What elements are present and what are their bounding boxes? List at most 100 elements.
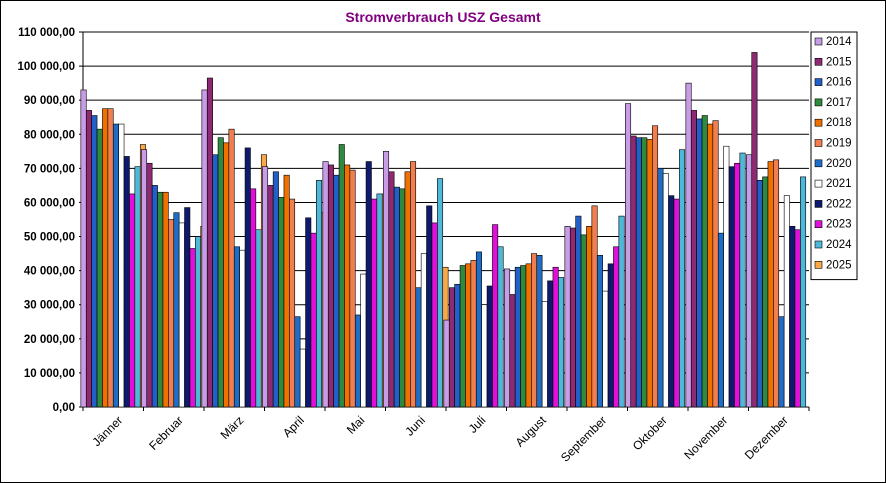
bar xyxy=(734,162,741,408)
bar xyxy=(679,149,686,408)
bar xyxy=(443,319,450,408)
y-tick-label: 100 000,00 xyxy=(17,61,75,73)
bar xyxy=(333,174,340,408)
bar xyxy=(481,304,488,408)
bar xyxy=(112,123,119,408)
bar xyxy=(316,180,323,408)
x-tick-label: Dezember xyxy=(742,413,791,462)
y-tick-label: 50 000,00 xyxy=(24,232,75,244)
bar xyxy=(690,110,697,408)
bar xyxy=(525,263,532,408)
bar xyxy=(233,246,240,408)
bar xyxy=(250,188,257,408)
bar xyxy=(586,226,593,408)
y-tick-label: 20 000,00 xyxy=(24,334,75,346)
bar xyxy=(767,161,774,408)
bar xyxy=(431,222,438,408)
bar xyxy=(454,283,461,408)
legend: 2014 2015 2016 2017 2018 2019 2020 2021 2022 2023… xyxy=(810,31,858,281)
legend-entry: 2020 xyxy=(826,158,852,170)
bar xyxy=(255,229,262,408)
bar xyxy=(552,266,559,408)
bar xyxy=(146,162,153,408)
bar xyxy=(564,226,571,408)
bar xyxy=(800,176,807,408)
bar xyxy=(178,222,185,408)
legend-entry: 2014 xyxy=(826,36,852,48)
x-tick-label: Oktober xyxy=(630,413,670,453)
bar xyxy=(630,135,637,408)
legend-entry: 2019 xyxy=(826,138,852,150)
plot-area: 0,00 10 000,00 20 000,00 30 000,00 40 000,00… xyxy=(17,27,810,465)
bar xyxy=(531,253,538,408)
bar xyxy=(184,207,191,408)
legend-swatch xyxy=(814,220,823,228)
legend-swatch xyxy=(814,240,823,249)
legend-swatch xyxy=(814,118,823,127)
bar xyxy=(272,171,279,408)
x-tick-label: Februar xyxy=(146,413,186,453)
bar xyxy=(365,161,372,408)
bar xyxy=(371,198,378,408)
bar xyxy=(278,197,285,408)
bar xyxy=(596,255,603,408)
bar xyxy=(349,169,356,408)
bar xyxy=(344,164,351,408)
bar xyxy=(294,316,301,408)
y-tick-label: 90 000,00 xyxy=(24,95,75,107)
bar xyxy=(173,212,180,408)
bar xyxy=(217,137,224,408)
legend-entry: 2024 xyxy=(826,239,852,251)
bar xyxy=(195,236,202,408)
bar xyxy=(635,137,642,408)
legend-swatch xyxy=(814,179,823,188)
bar xyxy=(151,185,158,408)
y-tick-label: 70 000,00 xyxy=(24,163,75,175)
legend-swatch xyxy=(814,37,823,46)
x-tick-label: Mai xyxy=(344,413,368,437)
bar xyxy=(322,161,329,408)
bar xyxy=(399,188,406,408)
bar xyxy=(96,128,103,408)
y-tick-label: 60 000,00 xyxy=(24,197,75,209)
x-tick-label: November xyxy=(681,413,730,462)
bar xyxy=(504,268,511,408)
bar xyxy=(201,89,208,408)
bar xyxy=(486,285,493,408)
bar xyxy=(212,154,219,408)
bar xyxy=(602,290,609,408)
bar xyxy=(129,193,136,408)
bar xyxy=(625,103,632,408)
bar xyxy=(223,142,230,408)
bar xyxy=(607,263,614,408)
bar xyxy=(162,191,169,408)
bar xyxy=(520,265,527,408)
legend-entry: 2021 xyxy=(826,178,852,190)
bar xyxy=(410,161,417,408)
legend-swatch xyxy=(814,159,823,168)
bar xyxy=(310,232,317,408)
x-tick-label: September xyxy=(558,413,609,464)
bar xyxy=(393,186,400,408)
bar xyxy=(778,316,785,408)
bar xyxy=(448,287,455,408)
y-tick-label: 0,00 xyxy=(53,402,75,414)
bar xyxy=(267,185,274,408)
bar xyxy=(591,205,598,408)
bar xyxy=(662,173,669,408)
bar xyxy=(618,215,625,408)
bar xyxy=(723,145,730,408)
bar xyxy=(547,280,554,408)
bar xyxy=(437,178,444,408)
y-tick-label: 30 000,00 xyxy=(24,300,75,312)
y-tick-label: 110 000,00 xyxy=(18,27,75,39)
bar xyxy=(168,219,175,408)
bar xyxy=(327,164,334,408)
bar xyxy=(415,287,422,408)
bar xyxy=(80,89,87,408)
bar xyxy=(514,266,521,408)
bar xyxy=(762,176,769,408)
bar xyxy=(541,301,548,408)
